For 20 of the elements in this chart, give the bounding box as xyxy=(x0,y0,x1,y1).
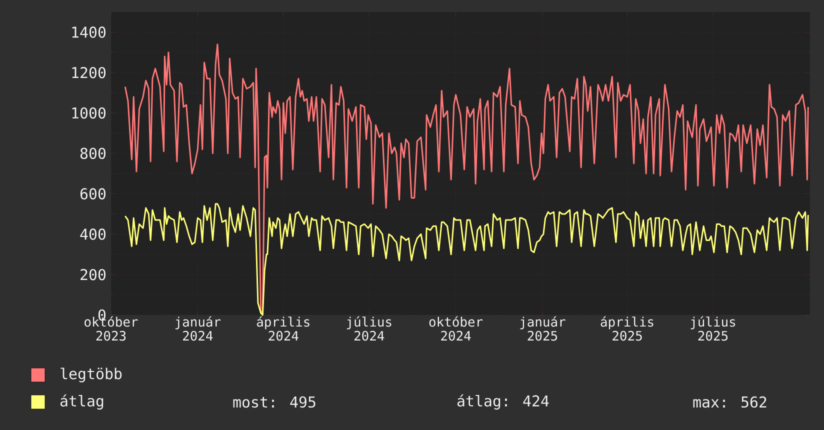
x-tick-label: április 2024 xyxy=(256,316,310,341)
text: átlag: 424 xyxy=(457,394,549,410)
x-tick-label: július 2024 xyxy=(346,316,392,341)
x-tick-label: április 2025 xyxy=(600,316,654,341)
y-tick-label: 1200 xyxy=(72,66,106,78)
x-tick-label: január 2024 xyxy=(175,316,221,341)
x-tick-label: július 2025 xyxy=(690,316,736,341)
y-tick-label: 200 xyxy=(80,268,106,280)
y-tick-label: 400 xyxy=(80,228,106,240)
legend-label: legtöbb xyxy=(60,368,122,382)
x-tick-label: október 2024 xyxy=(429,316,483,341)
legend-label: átlag xyxy=(60,394,104,410)
text: most: 495 xyxy=(233,396,316,408)
text: max: 562 xyxy=(693,396,766,408)
y-tick-label: 1400 xyxy=(72,26,106,38)
y-tick-label: 1000 xyxy=(72,107,106,119)
y-tick-label: 800 xyxy=(80,148,106,160)
line-series xyxy=(124,44,809,314)
x-tick-label: január 2025 xyxy=(520,316,566,341)
y-tick-label: 600 xyxy=(80,188,106,200)
